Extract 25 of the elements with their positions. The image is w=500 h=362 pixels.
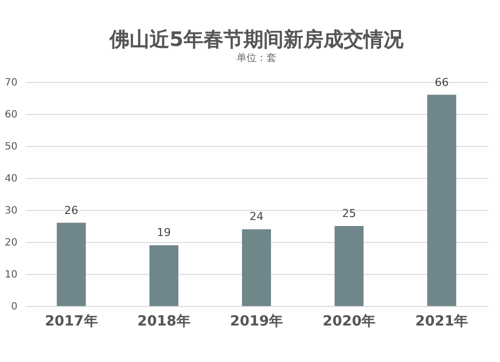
chart-subtitle: 单位：套 — [236, 52, 276, 64]
y-tick-label: 10 — [4, 270, 18, 280]
data-label: 19 — [156, 226, 171, 240]
x-tick-label: 2017年 — [44, 314, 98, 330]
x-tick-label: 2018年 — [137, 314, 190, 330]
bar — [56, 222, 86, 306]
bar — [334, 226, 364, 306]
chart-title: 佛山近5年春节期间新房成交情况 — [108, 26, 404, 51]
x-tick-label: 2019年 — [230, 314, 283, 330]
y-tick-label: 20 — [4, 238, 18, 248]
y-tick-label: 70 — [4, 78, 18, 88]
data-label: 25 — [342, 207, 356, 220]
y-tick-label: 60 — [4, 110, 18, 120]
bar — [242, 229, 271, 306]
data-label: 24 — [250, 210, 264, 224]
data-label: 26 — [64, 204, 78, 217]
y-tick-label: 30 — [4, 206, 18, 216]
data-label: 66 — [434, 76, 449, 89]
y-tick-label: 0 — [11, 302, 18, 312]
x-tick-label: 2021年 — [415, 314, 468, 330]
y-tick-label: 50 — [4, 142, 18, 152]
y-tick-label: 40 — [4, 174, 18, 184]
bar — [427, 94, 456, 306]
x-tick-label: 2020年 — [322, 314, 376, 330]
bar — [149, 245, 178, 306]
